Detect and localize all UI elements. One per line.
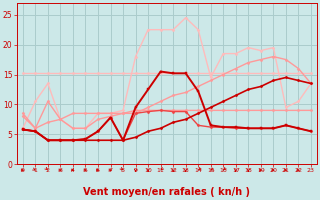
- X-axis label: Vent moyen/en rafales ( kn/h ): Vent moyen/en rafales ( kn/h ): [84, 187, 250, 197]
